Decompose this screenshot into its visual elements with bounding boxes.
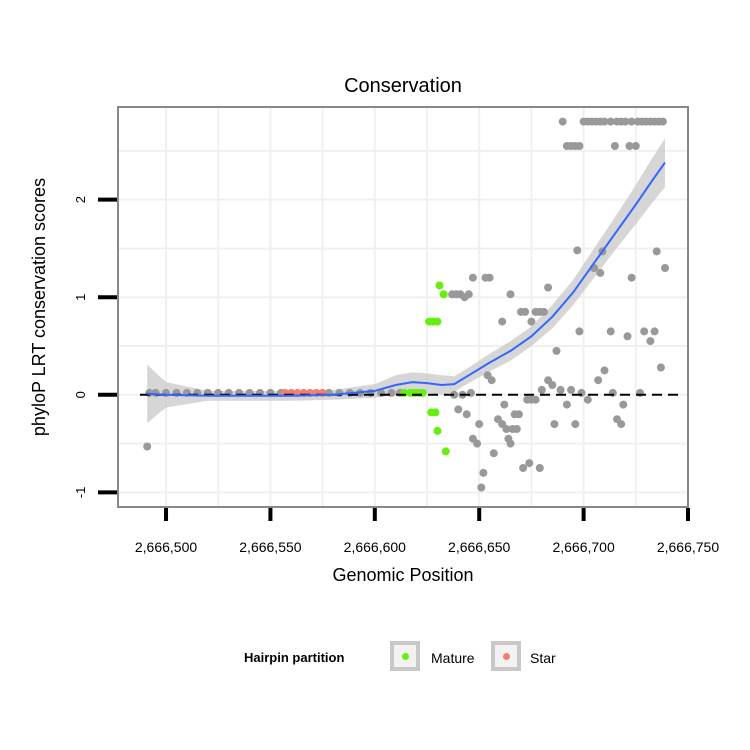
plot-panel <box>117 106 689 508</box>
data-point-other <box>596 268 605 277</box>
data-point-other <box>575 327 584 336</box>
data-point-other <box>519 464 528 472</box>
data-point-other <box>487 376 496 385</box>
data-point-other <box>575 142 584 150</box>
data-point-other <box>544 283 553 292</box>
legend: Hairpin partition Mature Star <box>0 638 750 678</box>
data-point-other <box>571 420 580 429</box>
legend-label-mature: Mature <box>431 650 475 666</box>
x-tick-label: 2,666,750 <box>657 539 719 555</box>
data-point-other <box>556 385 565 394</box>
data-point-other <box>525 459 534 468</box>
data-point-other <box>652 247 661 256</box>
data-point-other <box>500 400 509 409</box>
data-point-other <box>550 420 559 429</box>
chart-title: Conservation <box>344 75 462 97</box>
data-point-mature <box>431 408 440 417</box>
data-point-other <box>485 273 494 282</box>
x-tick-label: 2,666,600 <box>344 539 406 555</box>
data-point-other <box>661 264 669 272</box>
data-point-mature <box>435 281 444 290</box>
x-tick-label: 2,666,650 <box>448 539 510 555</box>
x-axis: 2,666,500 2,666,550 2,666,600 2,666,650 2,66… <box>135 508 719 555</box>
data-point-other <box>606 327 615 336</box>
data-point-other <box>548 381 557 389</box>
data-point-other <box>552 346 561 355</box>
data-point-other <box>621 117 630 126</box>
data-point-other <box>594 376 603 385</box>
data-point-other <box>450 390 459 399</box>
data-point-other <box>489 449 498 458</box>
y-tick-label: -1 <box>73 487 88 499</box>
data-point-other <box>573 246 582 255</box>
data-point-other <box>454 405 463 414</box>
data-point-other <box>537 385 546 394</box>
data-point-other <box>531 395 540 404</box>
legend-key-star <box>491 641 521 671</box>
data-point-other <box>479 468 488 477</box>
data-point-other <box>464 290 473 299</box>
y-tick-label: 0 <box>73 391 88 398</box>
data-point-other <box>567 385 576 394</box>
data-point-other <box>631 142 640 150</box>
smooth-line <box>147 162 666 397</box>
x-axis-label: Genomic Position <box>332 565 473 585</box>
grid <box>119 108 687 506</box>
data-point-other <box>583 395 592 404</box>
data-point-other <box>468 273 477 282</box>
data-point-other <box>475 420 484 429</box>
data-point-other <box>658 117 667 126</box>
x-tick-label: 2,666,700 <box>552 539 614 555</box>
data-point-other <box>521 307 530 316</box>
x-tick-label: 2,666,500 <box>135 539 197 555</box>
points-layer <box>143 117 669 492</box>
data-point-other <box>512 425 521 433</box>
data-point-other <box>562 400 571 409</box>
data-point-other <box>600 117 609 126</box>
data-point-other <box>627 117 636 126</box>
legend-label-star: Star <box>530 650 556 666</box>
y-axis: -1 0 1 2 <box>73 196 117 498</box>
smooth-layer <box>147 162 666 397</box>
data-point-other <box>623 332 632 341</box>
data-point-other <box>502 425 511 433</box>
legend-dot-mature <box>402 653 409 660</box>
y-tick-label: 1 <box>73 294 88 301</box>
legend-title: Hairpin partition <box>244 650 345 665</box>
data-point-other <box>600 366 609 375</box>
data-point-other <box>640 327 649 336</box>
data-point-mature <box>433 317 442 326</box>
data-point-other <box>506 439 515 448</box>
data-point-mature <box>439 290 448 299</box>
y-tick-label: 2 <box>73 196 88 203</box>
data-point-other <box>143 442 152 451</box>
data-point-other <box>558 117 567 126</box>
data-point-mature <box>441 447 450 456</box>
legend-dot-star <box>503 653 510 660</box>
data-point-other <box>619 400 628 409</box>
data-point-other <box>535 464 544 472</box>
data-point-other <box>625 142 634 150</box>
data-point-other <box>477 483 486 492</box>
data-point-other <box>473 439 482 448</box>
data-point-other <box>646 337 655 346</box>
data-point-other <box>462 410 471 419</box>
y-axis-label: phyloP LRT conservation scores <box>29 178 49 436</box>
x-tick-label: 2,666,550 <box>239 539 301 555</box>
data-point-other <box>498 317 507 326</box>
data-point-mature <box>433 426 442 435</box>
data-point-other <box>610 142 619 150</box>
data-point-other <box>606 117 615 126</box>
data-point-other <box>656 363 665 372</box>
data-point-other <box>617 420 626 429</box>
data-point-other <box>514 410 523 419</box>
data-point-other <box>527 317 536 326</box>
data-point-other <box>627 273 636 282</box>
data-point-other <box>650 327 659 336</box>
data-point-other <box>539 307 548 316</box>
legend-key-mature <box>390 641 420 671</box>
data-point-other <box>506 290 515 299</box>
